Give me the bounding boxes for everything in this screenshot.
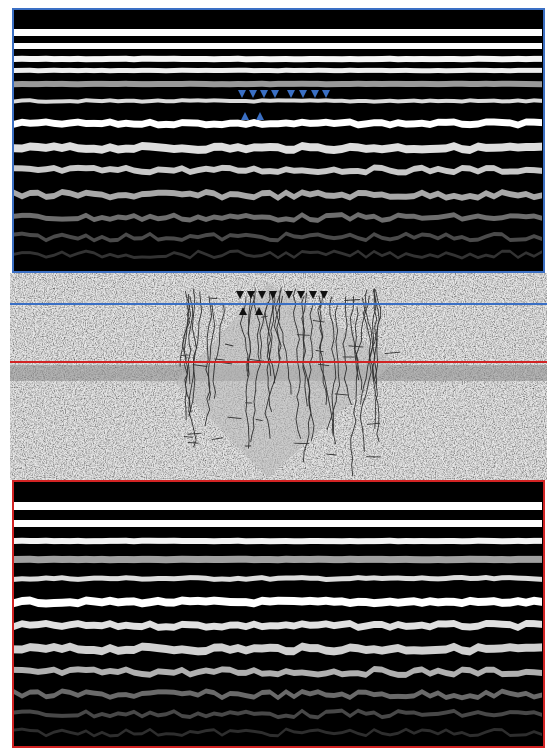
- crack-line: [183, 436, 194, 438]
- crack-line: [188, 291, 203, 417]
- crack-line: [301, 295, 308, 407]
- triangle-down-icon: [258, 291, 266, 299]
- stripe-band: [14, 688, 542, 701]
- stripe-band: [14, 727, 542, 738]
- triangle-down-icon: [285, 291, 293, 299]
- crack-line: [326, 453, 337, 456]
- crack-line: [348, 345, 364, 348]
- crack-line: [317, 363, 330, 367]
- stripe-band: [14, 502, 542, 510]
- crack-line: [355, 295, 370, 390]
- crack-line: [344, 299, 360, 301]
- crack-line: [212, 303, 225, 399]
- crack-line: [369, 294, 380, 443]
- stripe-band: [14, 642, 542, 656]
- bottom-stripe-panel: [12, 480, 545, 748]
- triangle-down-icon: [309, 291, 317, 299]
- crack-line: [249, 358, 265, 362]
- texture-panel: [10, 273, 547, 480]
- crack-line: [366, 422, 381, 425]
- triangle-down-icon: [236, 291, 244, 299]
- top-stripe-panel: [12, 8, 545, 273]
- stripe-band: [14, 520, 542, 527]
- stripe-band: [14, 555, 542, 564]
- crack-line: [259, 292, 271, 360]
- stripe-band: [14, 249, 542, 260]
- stripe-band: [14, 67, 542, 74]
- blue-scan-line: [10, 303, 547, 305]
- crack-line: [302, 305, 314, 463]
- crack-line: [192, 364, 208, 367]
- crack-line: [204, 304, 216, 427]
- crack-line: [181, 354, 189, 356]
- stripe-band: [14, 666, 542, 678]
- crack-line: [239, 296, 249, 372]
- crack-line: [224, 343, 234, 347]
- crack-line: [187, 432, 202, 435]
- bottom-stripe-image: [14, 502, 542, 738]
- crack-line: [264, 301, 276, 384]
- crack-line: [373, 288, 378, 379]
- crack-line: [187, 295, 194, 385]
- crack-line: [275, 287, 292, 395]
- crack-line: [334, 393, 349, 396]
- triangle-down-icon: [297, 291, 305, 299]
- crack-line: [247, 288, 256, 377]
- red-scan-line: [10, 361, 547, 363]
- crack-line: [312, 319, 325, 323]
- diamond-region: [175, 283, 395, 478]
- stripe-band: [14, 231, 542, 243]
- stripe-band: [14, 80, 542, 88]
- stripe-band: [14, 575, 542, 582]
- top-stripe-image: [14, 29, 542, 260]
- crack-line: [182, 293, 197, 448]
- crack-line: [189, 288, 197, 413]
- stripe-band: [14, 189, 542, 201]
- crack-line: [350, 296, 360, 381]
- stripe-band: [14, 43, 542, 49]
- crack-line: [214, 358, 225, 361]
- crack-line: [360, 289, 372, 405]
- crack-line: [261, 315, 268, 318]
- stripe-band: [14, 620, 542, 631]
- crack-line: [205, 295, 213, 401]
- crack-line: [294, 442, 310, 445]
- stripe-band: [14, 596, 542, 608]
- stripe-band: [14, 118, 542, 129]
- stripe-band: [14, 29, 542, 36]
- triangle-down-icon: [269, 291, 277, 299]
- stripe-band: [14, 98, 542, 104]
- triangle-down-icon: [247, 291, 255, 299]
- stripe-band: [14, 537, 542, 545]
- texture-image: [10, 273, 547, 480]
- stripe-band: [14, 55, 542, 63]
- stripe-band: [14, 164, 542, 176]
- crack-line: [326, 305, 341, 431]
- crack-line: [227, 416, 242, 419]
- stripe-band: [14, 708, 542, 720]
- crack-line: [276, 290, 282, 360]
- crack-line: [384, 351, 401, 355]
- crack-line: [342, 296, 352, 405]
- crack-line: [245, 291, 252, 449]
- crack-line: [250, 295, 261, 443]
- triangle-down-icon: [320, 291, 328, 299]
- crack-line: [187, 441, 199, 444]
- crack-line: [296, 334, 310, 336]
- stripe-band: [14, 212, 542, 223]
- triangle-up-icon: [255, 307, 263, 315]
- crack-line: [183, 302, 190, 420]
- crack-line: [179, 290, 191, 367]
- crack-line: [211, 437, 224, 441]
- crack-line: [292, 288, 302, 439]
- crack-line: [329, 296, 337, 445]
- crack-line: [315, 349, 324, 353]
- crack-line: [255, 418, 263, 422]
- crack-line: [301, 292, 315, 442]
- crack-line: [359, 289, 377, 452]
- stripe-band: [14, 142, 542, 154]
- crack-line: [350, 306, 359, 477]
- triangle-up-icon: [239, 307, 247, 315]
- crack-line: [264, 290, 276, 439]
